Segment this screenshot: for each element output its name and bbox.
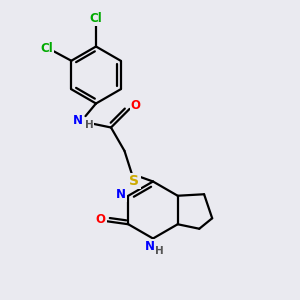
Text: S: S xyxy=(129,174,140,188)
Text: N: N xyxy=(73,114,83,127)
Text: O: O xyxy=(96,213,106,226)
Text: N: N xyxy=(144,240,154,254)
Text: N: N xyxy=(116,188,126,201)
Text: Cl: Cl xyxy=(90,12,102,25)
Text: Cl: Cl xyxy=(40,42,53,55)
Text: O: O xyxy=(130,99,141,112)
Text: H: H xyxy=(85,119,94,130)
Text: H: H xyxy=(155,246,164,256)
